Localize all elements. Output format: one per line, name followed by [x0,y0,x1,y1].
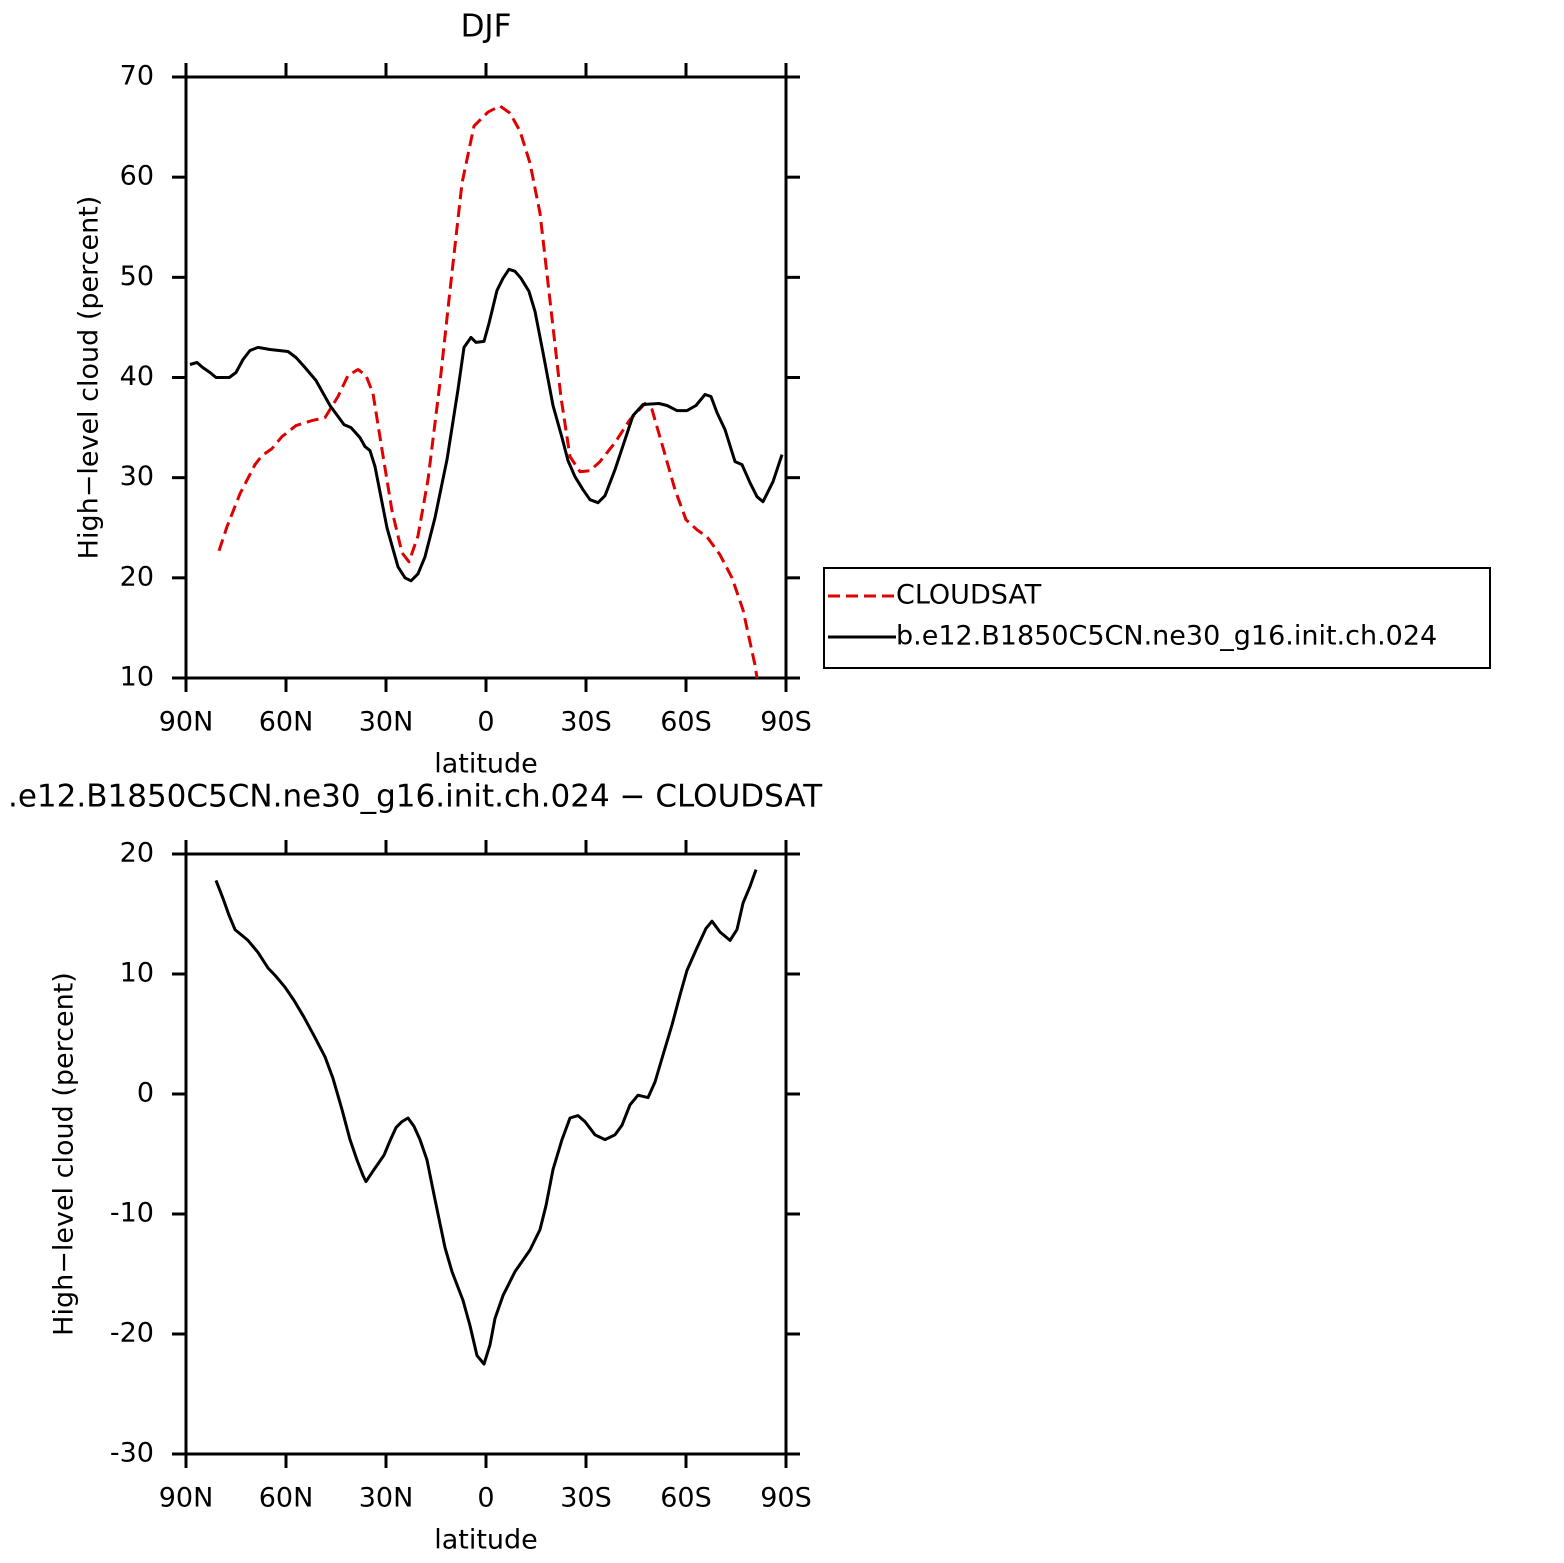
x-tick-label: 0 [477,707,494,738]
x-tick-label: 60S [660,707,712,738]
x-tick-label: 30S [560,707,612,738]
x-tick-label: 60S [660,1483,712,1514]
y-tick-label: 0 [137,1078,154,1109]
y-tick-label: -30 [110,1438,154,1469]
legend-label: CLOUDSAT [896,580,1042,611]
x-axis-label: latitude [434,749,538,780]
y-tick-label: 60 [120,161,154,192]
legend-box [823,567,1491,669]
x-tick-label: 60N [259,707,314,738]
legend-label: b.e12.B1850C5CN.ne30_g16.init.ch.024 [896,621,1437,652]
x-axis-label: latitude [434,1525,538,1556]
y-tick-label: -20 [110,1318,154,1349]
y-tick-label: 40 [120,361,154,392]
chart-title: .e12.B1850C5CN.ne30_g16.init.ch.024 − CL… [8,779,823,815]
plot-frame [184,852,788,1456]
x-tick-label: 30N [359,1483,414,1514]
x-tick-label: 60N [259,1483,314,1514]
y-tick-label: 20 [120,838,154,869]
y-tick-label: -10 [110,1198,154,1229]
plot-frame [184,75,788,680]
y-tick-label: 10 [120,958,154,989]
data-line [189,267,784,583]
x-tick-label: 90N [159,1483,214,1514]
x-tick-label: 30S [560,1483,612,1514]
y-tick-label: 30 [120,461,154,492]
data-line [217,104,759,679]
x-tick-label: 30N [359,707,414,738]
y-axis-label: High−level cloud (percent) [49,972,80,1336]
x-tick-label: 90N [159,707,214,738]
y-axis-label: High−level cloud (percent) [74,196,105,560]
chart-title: DJF [461,9,512,45]
y-tick-label: 70 [120,61,154,92]
x-tick-label: 90S [760,707,812,738]
x-tick-label: 0 [477,1483,494,1514]
data-line [214,869,758,1366]
y-tick-label: 20 [120,561,154,592]
y-tick-label: 50 [120,261,154,292]
y-tick-label: 10 [120,662,154,693]
x-tick-label: 90S [760,1483,812,1514]
